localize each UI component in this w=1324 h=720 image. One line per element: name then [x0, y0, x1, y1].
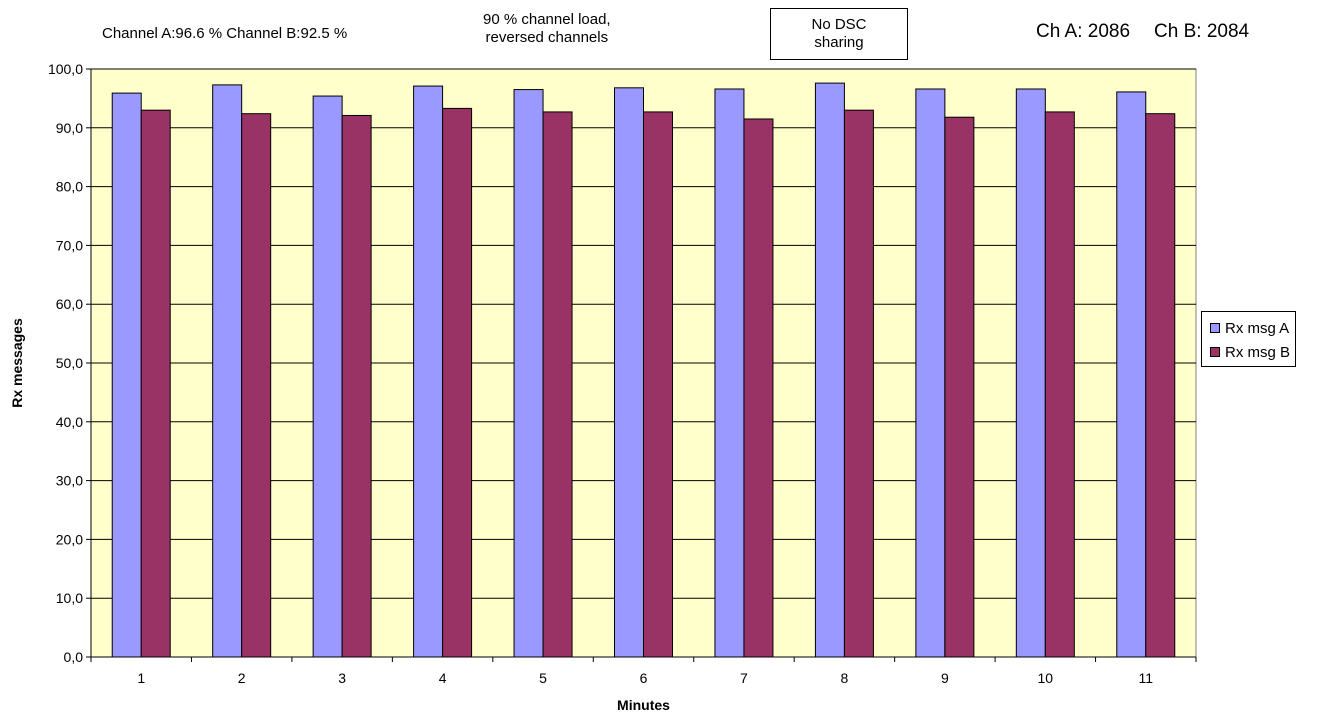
y-axis-title: Rx messages	[9, 318, 25, 408]
bar-series-b	[944, 116, 975, 658]
y-tick-label: 90,0	[56, 120, 83, 136]
bar-series-b	[442, 107, 473, 658]
y-tick-label: 40,0	[56, 414, 83, 430]
x-tick-label: 8	[841, 670, 849, 686]
x-tick-label: 9	[941, 670, 949, 686]
bar-series-b	[743, 118, 774, 658]
dsc-line-1: No DSC	[811, 16, 867, 33]
x-axis-title: Minutes	[617, 697, 670, 713]
x-tick-label: 3	[338, 670, 346, 686]
bar-series-b	[843, 109, 874, 658]
dsc-line-2: sharing	[814, 34, 864, 51]
bar-series-a	[1015, 88, 1046, 658]
channel-load-note: 90 % channel load, reversed channels	[483, 11, 611, 47]
channel-load-line-1: 90 % channel load,	[483, 11, 611, 28]
bar-series-a	[111, 92, 142, 658]
legend-item-series-a: Rx msg A	[1210, 316, 1295, 340]
y-tick-label: 50,0	[56, 355, 83, 371]
y-tick-label: 80,0	[56, 179, 83, 195]
x-tick-label: 7	[740, 670, 748, 686]
x-tick-label: 2	[238, 670, 246, 686]
bar-series-a	[614, 87, 644, 658]
bar-series-a	[513, 89, 544, 658]
bar-series-a	[212, 84, 243, 658]
channel-load-line-2: reversed channels	[485, 29, 609, 46]
bar-series-a	[814, 82, 845, 658]
legend-label-a: Rx msg A	[1225, 319, 1290, 337]
legend-item-series-b: Rx msg B	[1210, 340, 1295, 364]
legend: Rx msg A Rx msg B	[1201, 311, 1296, 367]
x-tick-label: 11	[1138, 670, 1153, 686]
bar-series-b	[542, 111, 573, 658]
x-tick-label: 6	[640, 670, 648, 686]
channel-summary-note: Channel A:96.6 % Channel B:92.5 %	[102, 25, 348, 42]
bar-series-b	[241, 113, 272, 658]
legend-swatch-b	[1210, 347, 1220, 357]
y-tick-label: 30,0	[56, 473, 83, 489]
x-tick-label: 10	[1038, 670, 1054, 686]
count-channel-b: Ch B: 2084	[1154, 21, 1250, 42]
bar-series-b	[1145, 113, 1176, 658]
legend-swatch-a	[1210, 323, 1220, 333]
y-tick-label: 10,0	[56, 590, 83, 606]
bar-series-a	[413, 85, 444, 658]
x-tick-label: 4	[439, 670, 447, 686]
bar-series-a	[915, 88, 946, 658]
y-tick-label: 20,0	[56, 531, 83, 547]
x-tick-label: 5	[539, 670, 547, 686]
bar-series-a	[714, 88, 745, 658]
bar-series-b	[140, 109, 171, 658]
y-tick-label: 60,0	[56, 296, 83, 312]
bar-series-b	[341, 114, 372, 658]
bar-series-b	[1044, 111, 1075, 658]
y-tick-label: 100,0	[48, 61, 83, 77]
axis-labels: Rx messages Minutes	[9, 318, 670, 713]
x-tick-label: 1	[137, 670, 145, 686]
y-tick-label: 0,0	[64, 649, 84, 665]
y-tick-label: 70,0	[56, 237, 83, 253]
bar-series-b	[643, 111, 673, 658]
message-counts: Ch A: 2086 Ch B: 2084	[1036, 21, 1249, 43]
legend-label-b: Rx msg B	[1225, 343, 1291, 361]
bar-series-a	[1116, 91, 1147, 658]
count-channel-a: Ch A: 2086	[1036, 21, 1131, 42]
axes: 0,0 10,0 20,0 30,0 40,0 50,0 60,0 70,0 80,0 90,0 1…	[48, 61, 1197, 686]
dsc-sharing-box: No DSC sharing	[770, 8, 908, 60]
bar-series-a	[312, 95, 343, 658]
